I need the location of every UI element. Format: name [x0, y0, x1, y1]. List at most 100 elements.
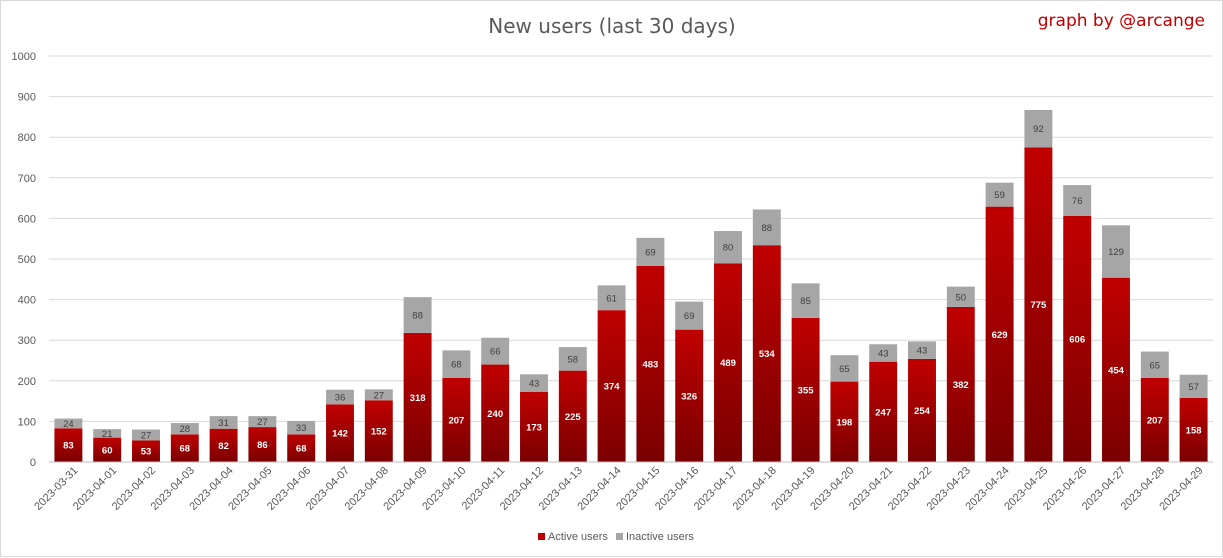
active-users-bar	[54, 428, 83, 462]
active-users-bar	[287, 434, 316, 462]
inactive-users-bar	[132, 429, 160, 441]
inactive-users-bar	[946, 286, 975, 307]
active-users-bar	[985, 206, 1014, 462]
inactive-users-data-label: 28	[180, 424, 191, 435]
active-users-bar	[675, 329, 704, 462]
active-users-bar	[326, 404, 354, 462]
legend-label-inactive: Inactive users	[626, 531, 694, 543]
active-users-bar	[830, 381, 859, 462]
inactive-users-data-label: 24	[63, 419, 74, 430]
inactive-users-bar	[597, 285, 626, 311]
inactive-users-bar	[869, 344, 898, 362]
inactive-users-data-label: 129	[1108, 247, 1124, 258]
active-users-bar	[597, 310, 626, 462]
active-users-data-label: 254	[914, 406, 931, 417]
active-users-bar	[93, 437, 122, 462]
active-users-data-label: 173	[526, 422, 542, 433]
active-users-data-label: 318	[410, 393, 426, 404]
inactive-users-bar	[93, 429, 122, 438]
y-tick-label: 400	[18, 295, 36, 307]
inactive-users-data-label: 31	[218, 418, 229, 429]
inactive-users-data-label: 27	[374, 390, 385, 401]
active-users-data-label: 68	[180, 444, 191, 455]
inactive-users-data-label: 92	[1033, 124, 1044, 135]
active-users-data-label: 454	[1108, 365, 1125, 376]
active-users-bar	[1140, 377, 1169, 462]
active-users-bar	[1063, 215, 1092, 462]
inactive-users-bar	[170, 423, 199, 435]
inactive-users-bar	[287, 420, 316, 435]
y-tick-label: 300	[18, 335, 36, 347]
active-users-data-label: 240	[487, 409, 503, 420]
inactive-users-data-label: 27	[257, 417, 268, 428]
inactive-users-bar	[985, 182, 1014, 207]
active-users-data-label: 142	[332, 429, 348, 440]
y-tick-label: 500	[18, 254, 36, 266]
inactive-users-bar	[403, 297, 432, 333]
active-users-data-label: 606	[1069, 334, 1085, 345]
active-users-data-label: 82	[218, 441, 229, 452]
active-users-data-label: 355	[798, 385, 815, 396]
inactive-users-bar	[675, 301, 704, 330]
inactive-users-bar	[520, 374, 548, 392]
active-users-bar	[791, 317, 820, 462]
inactive-users-data-label: 43	[878, 348, 889, 359]
inactive-users-bar	[636, 237, 665, 266]
active-users-data-label: 83	[63, 441, 74, 452]
active-users-data-label: 534	[759, 349, 776, 360]
legend: Active users Inactive users	[538, 531, 694, 543]
inactive-users-data-label: 21	[102, 429, 113, 440]
inactive-users-data-label: 65	[839, 364, 850, 375]
inactive-users-data-label: 68	[451, 360, 462, 371]
y-tick-label: 200	[18, 376, 36, 388]
inactive-users-data-label: 80	[723, 243, 734, 254]
inactive-users-bar	[1140, 351, 1169, 378]
x-axis: 2023-03-312023-04-012023-04-022023-04-03…	[32, 461, 1213, 513]
active-users-data-label: 374	[604, 382, 621, 393]
active-users-data-label: 483	[642, 359, 658, 370]
y-tick-label: 800	[18, 132, 36, 144]
active-users-data-label: 60	[102, 445, 113, 456]
inactive-users-data-label: 66	[490, 347, 501, 358]
inactive-users-bar	[248, 416, 277, 428]
inactive-users-data-label: 88	[762, 223, 773, 234]
inactive-users-bar	[714, 230, 742, 264]
legend-label-active: Active users	[548, 531, 608, 543]
inactive-users-data-label: 50	[956, 292, 967, 303]
active-users-data-label: 382	[953, 380, 969, 391]
active-users-bar	[248, 427, 277, 462]
active-users-data-label: 489	[720, 358, 736, 369]
inactive-users-bar	[558, 347, 587, 371]
active-users-data-label: 247	[875, 407, 891, 418]
inactive-users-bar	[326, 389, 354, 405]
y-tick-label: 900	[18, 92, 36, 104]
active-users-bar	[558, 370, 587, 462]
inactive-users-data-label: 59	[994, 190, 1005, 201]
chart-title: New users (last 30 days)	[488, 14, 735, 38]
bars: 83 24 60 21 53 27 68 28 82 31 86 27 68 33 142 36 152 27 31…	[54, 109, 1208, 462]
active-users-data-label: 207	[448, 415, 464, 426]
inactive-users-bar	[364, 389, 393, 401]
active-users-data-label: 53	[141, 447, 152, 458]
y-tick-label: 1000	[12, 51, 36, 63]
active-users-data-label: 225	[565, 412, 582, 423]
y-tick-label: 100	[18, 416, 36, 428]
active-users-bar	[364, 400, 393, 462]
inactive-users-bar	[209, 416, 238, 429]
active-users-data-label: 68	[296, 444, 307, 455]
inactive-users-data-label: 58	[568, 354, 579, 365]
active-users-bar	[132, 440, 160, 462]
inactive-users-bar	[830, 355, 859, 382]
inactive-users-bar	[908, 341, 936, 359]
active-users-data-label: 152	[371, 427, 387, 438]
inactive-users-data-label: 69	[684, 311, 695, 322]
y-tick-label: 0	[30, 457, 36, 469]
active-users-data-label: 775	[1030, 300, 1047, 311]
inactive-users-bar	[752, 209, 781, 246]
active-users-data-label: 207	[1147, 415, 1163, 426]
inactive-users-data-label: 57	[1188, 382, 1199, 393]
inactive-users-bar	[1179, 374, 1208, 398]
active-users-data-label: 158	[1186, 425, 1202, 436]
